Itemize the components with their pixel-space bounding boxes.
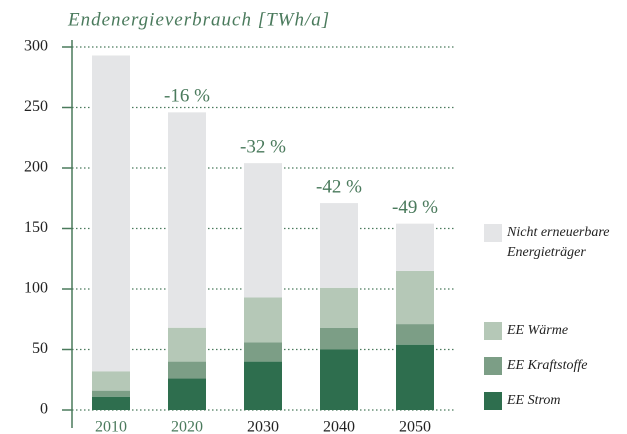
legend-swatch [484, 357, 502, 375]
y-tick-label: 200 [24, 159, 48, 176]
change-label: -16 % [164, 86, 210, 107]
bar-segment [92, 55, 130, 372]
y-tick-label: 300 [24, 38, 48, 55]
bar-segment [396, 223, 434, 271]
bar-segment [320, 349, 358, 410]
legend-label: Nicht erneuerbare Energieträger [507, 225, 610, 260]
x-tick-label: 2050 [399, 419, 431, 434]
x-tick-label: 2040 [323, 419, 355, 434]
bar-segment [244, 163, 282, 298]
bar-segment [396, 344, 434, 410]
change-label: -32 % [240, 137, 286, 158]
legend-swatch [484, 322, 502, 340]
bar-segment [92, 396, 130, 410]
legend-swatch [484, 392, 502, 410]
y-tick-label: 0 [40, 401, 48, 418]
bar-segment [320, 327, 358, 350]
bar-segment [168, 378, 206, 410]
y-tick-label: 100 [24, 280, 48, 297]
chart-title: Endenergieverbrauch [TWh/a] [67, 9, 330, 30]
change-label: -42 % [316, 176, 362, 197]
y-tick-label: 150 [24, 219, 48, 236]
bar-segment [92, 390, 130, 397]
legend-label: EE Kraftstoffe [507, 358, 588, 373]
y-tick-label: 50 [32, 340, 48, 357]
bar-segment [244, 297, 282, 343]
bar-segment [244, 361, 282, 410]
bar-segment [320, 203, 358, 288]
bar-segment [168, 327, 206, 362]
change-label: -49 % [392, 197, 438, 218]
legend-label: EE Wärme [507, 323, 569, 338]
legend-label: EE Strom [507, 393, 561, 408]
bar-segment [396, 270, 434, 325]
bar-segment [320, 287, 358, 328]
bar-segment [168, 361, 206, 379]
x-tick-label: 2030 [247, 419, 279, 434]
x-tick-label: 2010 [95, 419, 127, 434]
bar-segment [244, 342, 282, 362]
x-tick-label: 2020 [171, 419, 203, 434]
legend-swatch [484, 224, 502, 242]
bar-segment [168, 112, 206, 328]
bar-segment [396, 324, 434, 345]
bar-segment [92, 371, 130, 391]
y-tick-label: 250 [24, 98, 48, 115]
